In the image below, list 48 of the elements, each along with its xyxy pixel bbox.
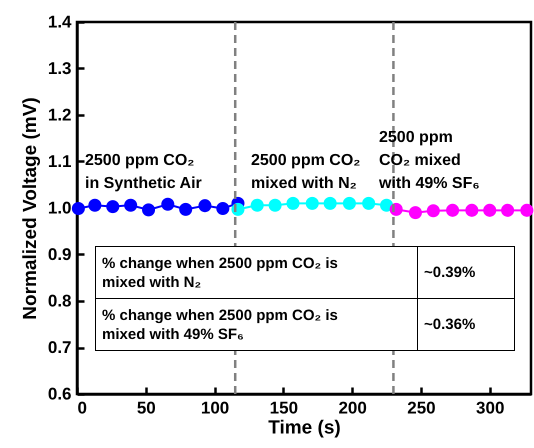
y-tick-label: 1.2 <box>48 106 72 124</box>
y-axis-title: Normalized Voltage (mV) <box>20 97 41 320</box>
point <box>342 196 356 210</box>
y-tick-label: 1.0 <box>48 198 72 218</box>
point <box>483 204 496 217</box>
point <box>324 196 337 210</box>
x-tick-label: 0 <box>78 398 87 418</box>
point <box>161 198 174 211</box>
x-tick-label: 150 <box>270 398 298 418</box>
point <box>106 200 120 214</box>
point <box>179 202 192 216</box>
y-tick-label: 0.9 <box>48 245 72 264</box>
y-tick-label: 1.3 <box>48 59 72 78</box>
y-tick-label: 0.6 <box>48 384 72 404</box>
annotation: ~0.39% <box>418 246 514 298</box>
point <box>446 204 460 217</box>
y-tick-label: 0.7 <box>48 338 72 357</box>
point <box>88 198 102 212</box>
annotation: 2500 ppm CO₂ in Synthetic Air <box>85 152 202 192</box>
point <box>198 199 212 212</box>
point <box>362 196 376 210</box>
annotation: 2500 ppm CO₂ mixed with N₂ <box>251 152 360 192</box>
point <box>268 198 282 212</box>
point <box>520 204 534 217</box>
y-tick-label: 1.1 <box>48 152 72 171</box>
point <box>142 203 156 216</box>
point <box>124 198 138 212</box>
x-tick-label: 300 <box>476 398 504 418</box>
y-tick-label: 1.4 <box>48 12 72 32</box>
point <box>408 206 422 220</box>
point <box>216 202 230 215</box>
annotation: 2500 ppm CO₂ mixed with 49% SF₆ <box>378 129 480 192</box>
x-tick-label: 250 <box>407 398 436 418</box>
annotation: ~0.36% <box>418 298 514 350</box>
x-axis-title: Time (s) <box>268 418 341 438</box>
y-tick-label: 0.8 <box>48 292 72 310</box>
point <box>72 202 85 215</box>
annotation: % change when 2500 ppm CO₂ is mixed with N₂ <box>96 246 418 298</box>
x-tick-label: 200 <box>338 398 367 418</box>
annotation: % change when 2500 ppm CO₂ is mixed with 49% SF₆ <box>96 298 418 350</box>
point <box>426 204 440 218</box>
point <box>501 204 514 217</box>
x-tick-label: 50 <box>136 398 156 418</box>
point <box>250 198 264 212</box>
point <box>465 204 478 217</box>
point <box>286 196 300 210</box>
x-tick-label: 100 <box>200 398 230 418</box>
point <box>306 196 319 210</box>
